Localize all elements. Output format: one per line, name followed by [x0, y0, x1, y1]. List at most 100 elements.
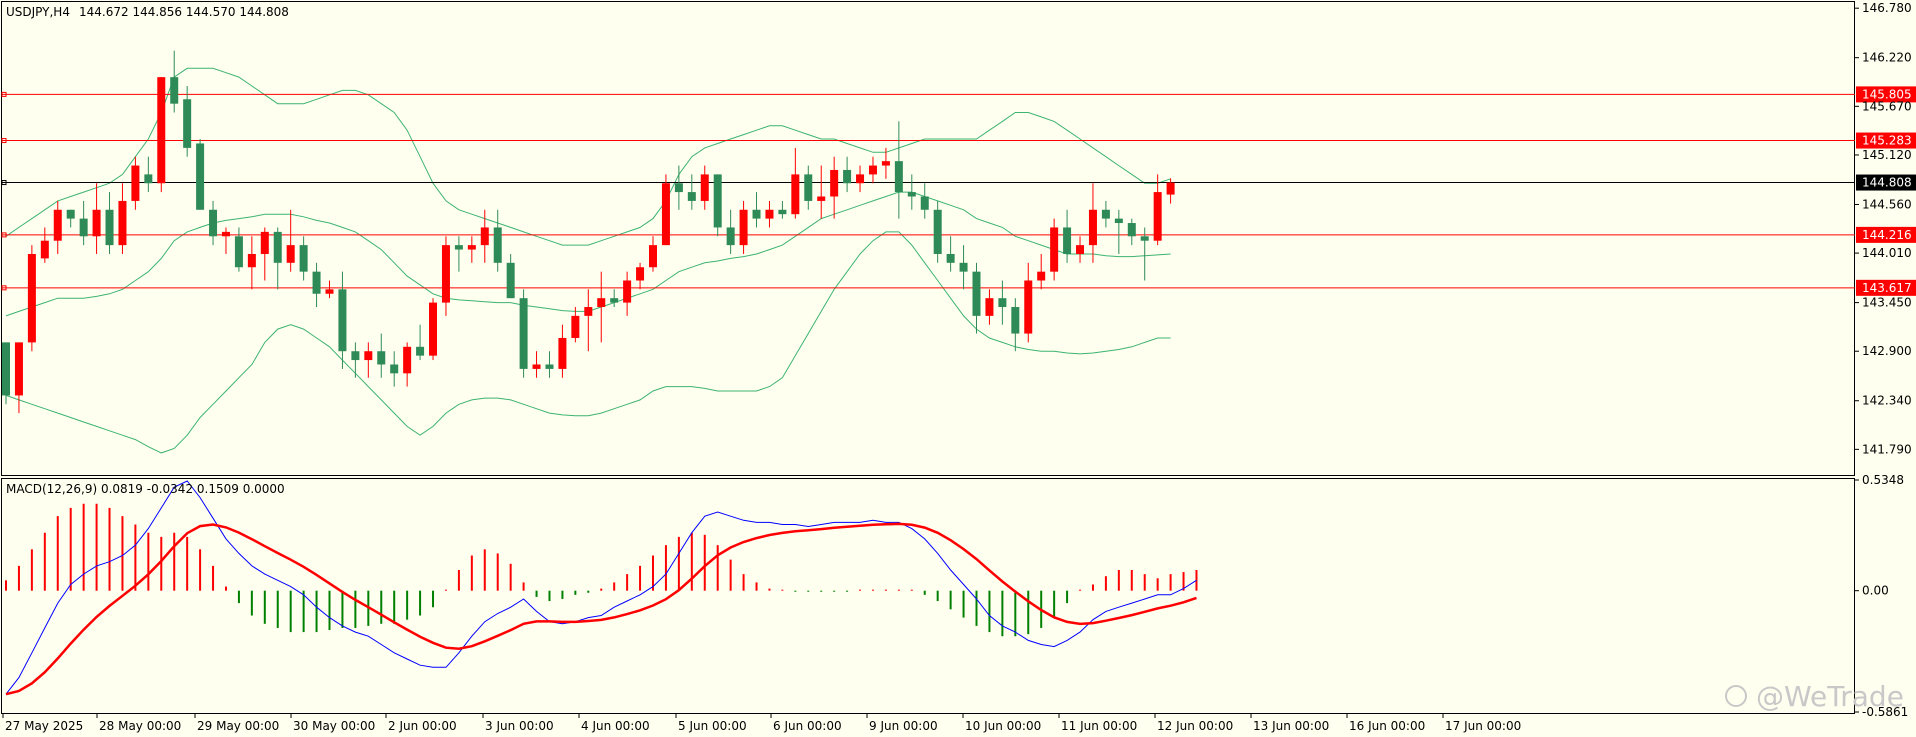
candle-body [726, 227, 735, 246]
candle [843, 156, 852, 193]
level-price-label: 144.808 [1862, 176, 1912, 190]
price-tick-label: 144.560 [1862, 197, 1912, 211]
time-tick-label: 27 May 2025 [5, 719, 83, 733]
candle-body [118, 200, 127, 246]
candle-body [623, 280, 632, 303]
candle-body [209, 209, 218, 237]
candle-body [674, 183, 683, 193]
candle-body [739, 209, 748, 246]
time-tick-label: 30 May 00:00 [293, 719, 375, 733]
candle [1153, 174, 1162, 246]
candle-body [1024, 280, 1033, 334]
price-tick-label: 145.120 [1862, 148, 1912, 162]
candle [817, 165, 826, 219]
candle [1114, 209, 1123, 254]
candle [1063, 209, 1072, 263]
price-tick-label: 145.670 [1862, 99, 1912, 113]
candle [1050, 218, 1059, 281]
candle [53, 200, 62, 254]
candle [1024, 262, 1033, 343]
time-tick-label: 3 Jun 00:00 [485, 719, 554, 733]
candle-body [506, 262, 515, 299]
candle-body [1011, 307, 1020, 334]
candle-body [700, 174, 709, 201]
candle-body [894, 161, 903, 193]
time-tick-label: 5 Jun 00:00 [678, 719, 747, 733]
horizontal-levels: 145.805 145.283 144.808 144.216 143.617 [1, 86, 1916, 296]
candle-body [377, 351, 386, 365]
candle-body [1153, 192, 1162, 241]
candle [79, 200, 88, 246]
candle-body [221, 231, 230, 237]
candle-body [493, 227, 502, 263]
candle [1166, 178, 1175, 204]
candle-body [933, 209, 942, 254]
candle [506, 253, 515, 299]
candle [441, 236, 450, 316]
candle [1140, 227, 1149, 281]
candle-body [338, 289, 347, 352]
candle [325, 280, 334, 299]
candle-body [558, 337, 567, 369]
candle-body [804, 174, 813, 201]
candle-body [946, 253, 955, 263]
candle-body [286, 245, 295, 263]
candle-body [27, 253, 36, 343]
candle [558, 324, 567, 378]
candle-body [299, 245, 308, 272]
candle [584, 289, 593, 352]
candle-body [985, 298, 994, 316]
time-tick-label: 11 Jun 00:00 [1061, 719, 1137, 733]
time-tick-label: 16 Jun 00:00 [1349, 719, 1425, 733]
candle [2, 342, 10, 405]
time-tick-label: 9 Jun 00:00 [869, 719, 938, 733]
candle [390, 351, 399, 387]
candle-body [1140, 236, 1149, 241]
candle-body [1101, 209, 1110, 219]
level-price-label: 144.216 [1862, 228, 1912, 242]
candle-body [2, 342, 10, 396]
candle-body [856, 174, 865, 184]
candle-body [791, 174, 800, 215]
candle [597, 271, 606, 343]
candle-body [53, 209, 62, 241]
candle [144, 156, 153, 193]
candle-body [1050, 227, 1059, 272]
candle [1088, 183, 1097, 263]
candle-body [170, 77, 179, 104]
candle-body [441, 245, 450, 303]
bollinger-bands [5, 67, 1171, 454]
candle-body [649, 245, 657, 268]
candle [118, 183, 127, 254]
candle [856, 165, 865, 193]
candle [221, 227, 230, 254]
watermark-logo-icon [1725, 685, 1747, 707]
candle-body [105, 209, 114, 246]
candle-body [351, 351, 360, 361]
candle-body [429, 302, 438, 356]
candle [791, 147, 800, 219]
candle-body [907, 192, 916, 197]
candle-body [843, 169, 852, 184]
level-price-badge [1856, 226, 1916, 243]
candle-body [1127, 223, 1136, 237]
candle-body [1166, 182, 1175, 195]
candlesticks [2, 50, 1175, 414]
price-tick-label: 146.220 [1862, 51, 1912, 65]
candle-body [480, 227, 489, 246]
candle [959, 245, 968, 290]
candle-body [1037, 271, 1046, 281]
price-tick-label: 143.450 [1862, 296, 1912, 310]
candle [364, 342, 373, 378]
candle [14, 342, 23, 414]
candle [1127, 218, 1136, 246]
candle-body [364, 351, 373, 361]
macd-tick-label: 0.00 [1862, 584, 1889, 598]
candle-body [920, 196, 929, 210]
candle [545, 351, 554, 378]
candle [933, 200, 942, 263]
candle-body [519, 298, 528, 369]
candle-body [312, 271, 321, 294]
candle-body [765, 209, 774, 219]
